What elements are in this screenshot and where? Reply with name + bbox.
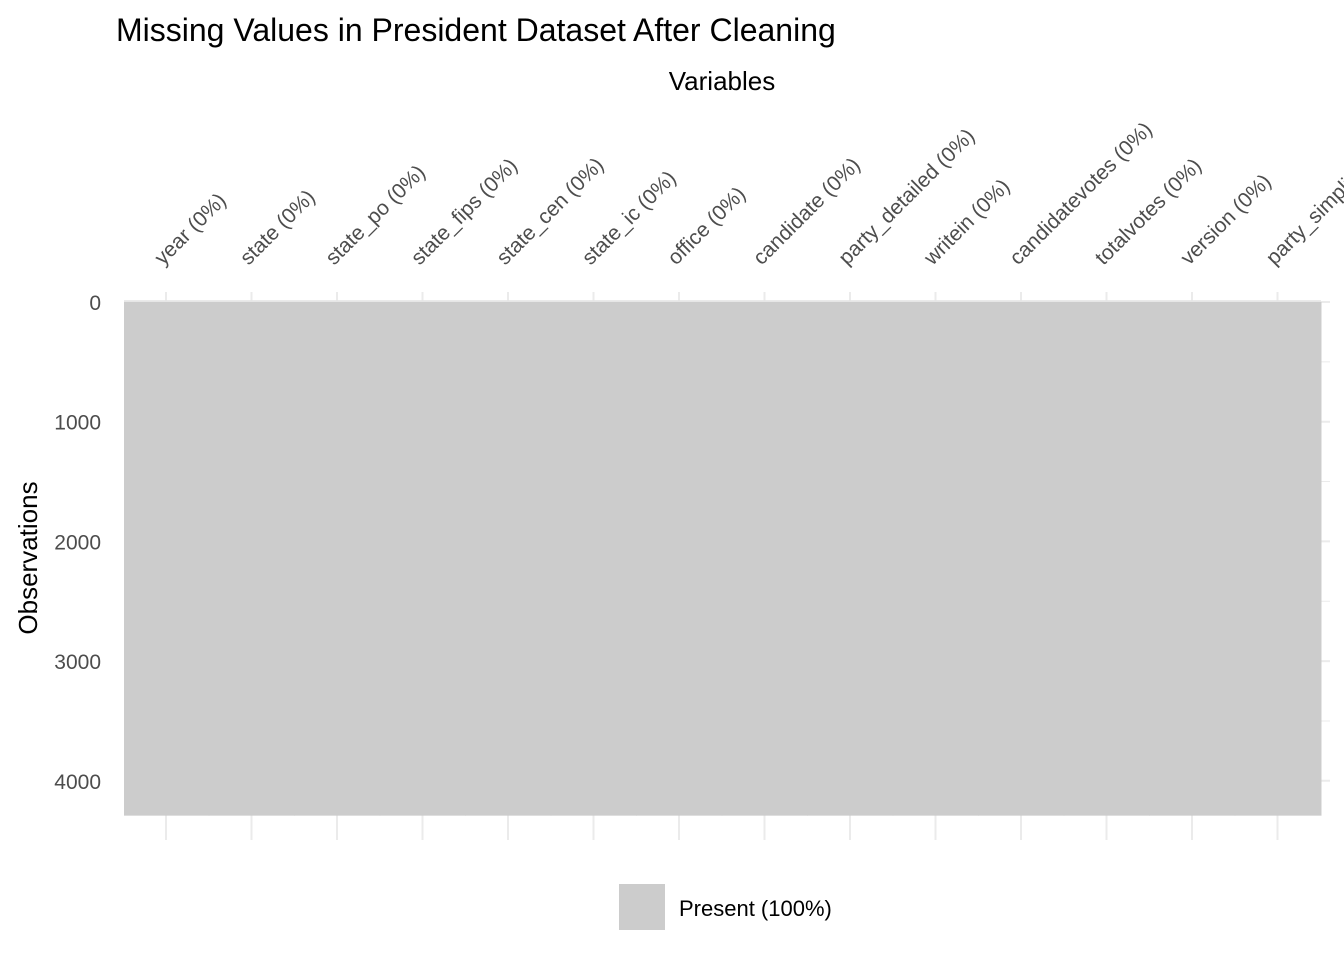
x-tick-label: party_simplified (0%) [1262,115,1344,270]
tile-present [294,302,380,816]
y-tick-label: 1000 [54,412,101,435]
y-tick-labels: 0 1000 2000 3000 4000 [54,292,101,794]
tile-present [1235,302,1322,816]
legend-label-present: Present (100%) [679,896,832,921]
y-tick-label: 4000 [54,771,101,794]
x-tick-label: writein (0%) [919,175,1014,270]
y-tick-label: 3000 [54,651,101,674]
tile-present [380,302,466,816]
x-axis-title: Variables [669,66,775,96]
tile-present [807,302,893,816]
tile-present [722,302,808,816]
x-tick-label: year (0%) [150,189,231,270]
tile-present [124,302,209,816]
x-tick-label: state (0%) [236,186,320,270]
y-tick-label: 2000 [54,531,101,554]
x-tick-labels: year (0%) state (0%) state_po (0%)state_fi… [150,115,1344,271]
tile-present [551,302,637,816]
tile-layer [124,301,1322,816]
chart-title: Missing Values in President Dataset Afte… [116,12,836,48]
legend-swatch-present [619,884,665,930]
tile-present [978,302,1064,816]
legend: Present (100%) [619,884,832,930]
y-axis-title: Observations [13,481,43,634]
y-tick-label: 0 [89,292,101,315]
tile-present [636,302,722,816]
tile-present [1149,302,1235,816]
x-tick-label: candidatevotes (0%) [1005,118,1157,270]
tile-present [893,302,979,816]
tile-present [209,302,295,816]
tile-present [1064,302,1150,816]
tile-present [465,302,551,816]
x-tick-label: office (0%) [663,183,750,270]
